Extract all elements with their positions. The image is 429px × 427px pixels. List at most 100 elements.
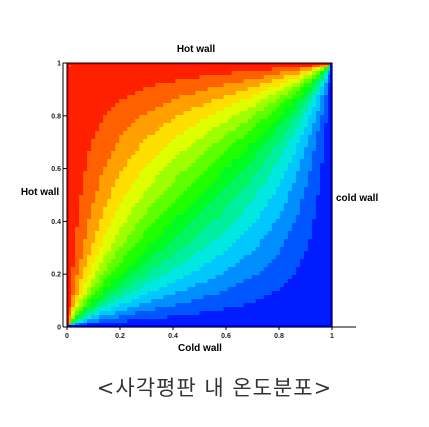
contour-cell — [255, 235, 261, 240]
contour-cell — [171, 111, 177, 116]
contour-cell — [243, 155, 249, 160]
contour-cell — [107, 311, 112, 316]
contour-cell — [271, 255, 277, 260]
contour-cell — [131, 179, 136, 184]
contour-cell — [211, 267, 217, 272]
contour-cell — [127, 191, 132, 196]
contour-cell — [247, 279, 253, 284]
contour-cell — [99, 255, 104, 260]
contour-cell — [243, 163, 249, 168]
contour-cell — [227, 135, 233, 140]
y-tick-label: 0.6 — [51, 166, 61, 173]
contour-cell — [295, 287, 301, 292]
contour-cell — [71, 215, 76, 220]
contour-cell — [247, 263, 253, 268]
contour-cell — [107, 295, 112, 300]
contour-cell — [303, 131, 309, 136]
contour-cell — [235, 143, 241, 148]
contour-cell — [195, 111, 201, 116]
contour-cell — [227, 207, 233, 212]
contour-cell — [275, 235, 281, 240]
x-tick-label: 0.2 — [115, 333, 125, 340]
contour-cell — [107, 151, 112, 156]
contour-cell — [75, 299, 80, 304]
contour-cell — [231, 227, 237, 232]
contour-cell — [223, 195, 229, 200]
contour-cell — [251, 143, 257, 148]
contour-cell — [291, 295, 297, 300]
contour-cell — [251, 195, 257, 200]
contour-cell — [191, 247, 197, 252]
contour-cell — [175, 239, 181, 244]
contour-cell — [295, 107, 301, 112]
contour-cell — [175, 215, 181, 220]
contour-cell — [175, 303, 181, 308]
contour-cell — [123, 295, 128, 300]
contour-cell — [231, 259, 237, 264]
contour-cell — [271, 215, 277, 220]
contour-cell — [283, 147, 289, 152]
contour-cell — [139, 311, 144, 316]
contour-cell — [67, 259, 72, 264]
contour-cell — [71, 155, 76, 160]
contour-cell — [195, 171, 201, 176]
contour-cell — [107, 307, 112, 312]
contour-cell — [311, 259, 317, 264]
contour-cell — [287, 179, 293, 184]
contour-cell — [243, 111, 249, 116]
contour-cell — [175, 167, 181, 172]
contour-cell — [287, 227, 293, 232]
contour-cell — [231, 183, 237, 188]
contour-cell — [155, 203, 160, 208]
contour-cell — [219, 167, 225, 172]
contour-cell — [223, 83, 229, 88]
contour-cell — [291, 179, 297, 184]
contour-cell — [131, 119, 136, 124]
contour-cell — [195, 271, 201, 276]
contour-cell — [95, 115, 100, 120]
contour-cell — [171, 179, 177, 184]
contour-cell — [183, 91, 189, 96]
contour-cell — [303, 67, 309, 72]
contour-cell — [143, 255, 148, 260]
contour-cell — [115, 299, 120, 304]
contour-cell — [267, 75, 273, 80]
contour-cell — [239, 111, 245, 116]
contour-cell — [119, 271, 124, 276]
contour-cell — [255, 263, 261, 268]
contour-cell — [179, 179, 185, 184]
contour-cell — [275, 87, 281, 92]
contour-cell — [235, 127, 241, 132]
contour-cell — [151, 151, 156, 156]
contour-cell — [103, 227, 108, 232]
contour-cell — [107, 195, 112, 200]
contour-cell — [251, 271, 257, 276]
contour-cell — [107, 199, 112, 204]
contour-cell — [175, 99, 181, 104]
contour-cell — [83, 115, 88, 120]
chart-title: Hot wall — [177, 44, 216, 55]
contour-cell — [307, 179, 313, 184]
contour-cell — [191, 159, 197, 164]
contour-cell — [155, 135, 160, 140]
contour-cell — [119, 187, 124, 192]
contour-cell — [295, 211, 301, 216]
contour-cell — [247, 255, 253, 260]
contour-cell — [239, 107, 245, 112]
contour-cell — [203, 223, 209, 228]
contour-cell — [195, 107, 201, 112]
contour-cell — [79, 259, 84, 264]
contour-cell — [111, 179, 116, 184]
contour-cell — [187, 211, 193, 216]
contour-cell — [227, 299, 233, 304]
contour-cell — [251, 119, 257, 124]
contour-cell — [279, 195, 285, 200]
contour-cell — [67, 227, 72, 232]
contour-cell — [311, 287, 317, 292]
contour-cell — [227, 243, 233, 248]
contour-cell — [143, 211, 148, 216]
contour-cell — [135, 271, 140, 276]
contour-cell — [323, 135, 329, 140]
contour-cell — [219, 299, 225, 304]
contour-cell — [87, 163, 92, 168]
